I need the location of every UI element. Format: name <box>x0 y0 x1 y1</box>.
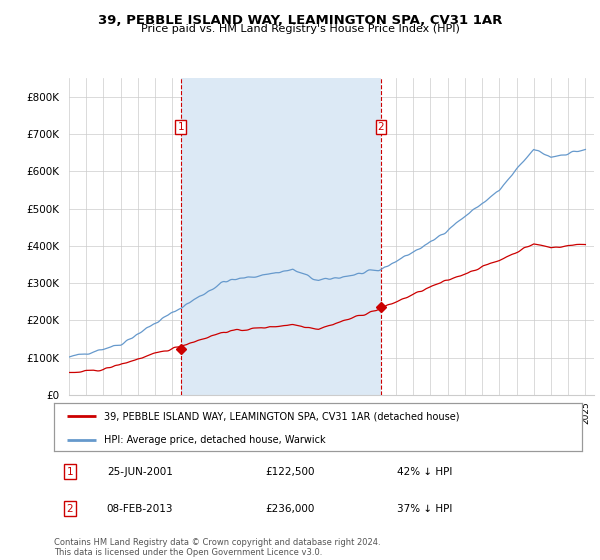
Text: £236,000: £236,000 <box>265 503 314 514</box>
Bar <box>181 78 381 395</box>
Text: 42% ↓ HPI: 42% ↓ HPI <box>397 466 452 477</box>
Text: 2: 2 <box>67 503 73 514</box>
Text: 39, PEBBLE ISLAND WAY, LEAMINGTON SPA, CV31 1AR (detached house): 39, PEBBLE ISLAND WAY, LEAMINGTON SPA, C… <box>104 411 460 421</box>
Text: 2: 2 <box>377 122 384 132</box>
Text: 1: 1 <box>178 122 184 132</box>
Text: 1: 1 <box>67 466 73 477</box>
Text: 37% ↓ HPI: 37% ↓ HPI <box>397 503 452 514</box>
Text: £122,500: £122,500 <box>265 466 315 477</box>
Text: Contains HM Land Registry data © Crown copyright and database right 2024.
This d: Contains HM Land Registry data © Crown c… <box>54 538 380 557</box>
Text: 39, PEBBLE ISLAND WAY, LEAMINGTON SPA, CV31 1AR: 39, PEBBLE ISLAND WAY, LEAMINGTON SPA, C… <box>98 14 502 27</box>
Text: 25-JUN-2001: 25-JUN-2001 <box>107 466 173 477</box>
Text: Price paid vs. HM Land Registry's House Price Index (HPI): Price paid vs. HM Land Registry's House … <box>140 24 460 34</box>
Text: 08-FEB-2013: 08-FEB-2013 <box>107 503 173 514</box>
Text: HPI: Average price, detached house, Warwick: HPI: Average price, detached house, Warw… <box>104 435 326 445</box>
